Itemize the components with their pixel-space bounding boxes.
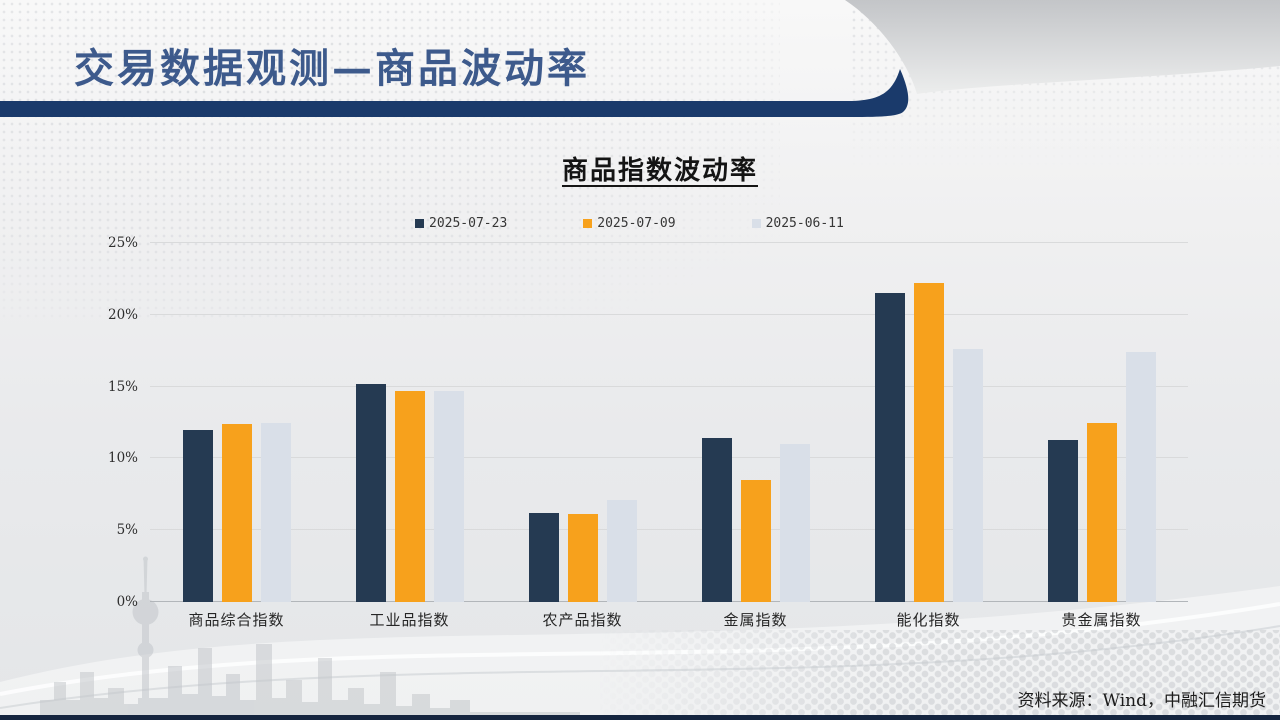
bar bbox=[740, 479, 771, 602]
bar bbox=[701, 438, 732, 602]
header-decoration bbox=[0, 0, 1280, 117]
bar-group bbox=[1015, 243, 1188, 602]
bar bbox=[355, 383, 386, 602]
legend-item: 2025-07-09 bbox=[583, 216, 676, 231]
bar bbox=[221, 423, 252, 602]
y-tick-label: 5% bbox=[116, 522, 138, 539]
legend-item: 2025-06-11 bbox=[751, 216, 844, 231]
legend-swatch-icon bbox=[415, 219, 424, 228]
bar bbox=[1086, 422, 1117, 602]
legend-label: 2025-06-11 bbox=[765, 216, 844, 231]
bar-group bbox=[323, 243, 496, 602]
source-note: 资料来源：Wind，中融汇信期货 bbox=[1017, 691, 1266, 711]
bar bbox=[182, 429, 213, 602]
bar bbox=[606, 500, 637, 602]
legend-label: 2025-07-09 bbox=[597, 216, 676, 231]
bar-group bbox=[496, 243, 669, 602]
bar bbox=[528, 512, 559, 602]
x-axis-label: 商品综合指数 bbox=[188, 611, 285, 629]
chart-legend: 2025-07-23 2025-07-09 2025-06-11 bbox=[415, 216, 844, 231]
bar bbox=[874, 293, 905, 602]
x-axis-label: 农产品指数 bbox=[542, 611, 623, 629]
gray-corner-band bbox=[845, 0, 1280, 94]
legend-swatch-icon bbox=[751, 219, 761, 228]
gridline bbox=[150, 385, 1188, 387]
legend-label: 2025-07-23 bbox=[429, 216, 508, 231]
legend-item: 2025-07-23 bbox=[415, 216, 507, 231]
x-axis-label: 贵金属指数 bbox=[1061, 611, 1142, 629]
bar bbox=[394, 390, 425, 602]
y-tick-label: 15% bbox=[107, 378, 138, 395]
bar bbox=[260, 422, 291, 602]
legend-swatch-icon bbox=[583, 219, 593, 228]
bar-group bbox=[842, 243, 1015, 602]
y-axis-ticks: 0% 5% 10% 15% 20% 25% bbox=[96, 235, 144, 610]
bar-group bbox=[150, 243, 323, 602]
bar bbox=[433, 390, 464, 602]
gridline bbox=[150, 529, 1188, 531]
bar-groups bbox=[150, 243, 1188, 602]
bar bbox=[779, 444, 810, 602]
title-underline-swoosh bbox=[0, 69, 909, 117]
x-axis-label: 能化指数 bbox=[896, 611, 961, 629]
y-tick-label: 20% bbox=[107, 306, 138, 323]
plot-area: 0% 5% 10% 15% 20% 25% 商品综合指数 工业品指数 农产品指数 金属指数 能化指… bbox=[108, 235, 1188, 629]
bar bbox=[913, 283, 944, 602]
x-axis-labels: 商品综合指数 工业品指数 农产品指数 金属指数 能化指数 贵金属指数 bbox=[150, 602, 1188, 630]
gridline bbox=[150, 242, 1188, 243]
gridline bbox=[150, 313, 1188, 315]
x-axis-label: 工业品指数 bbox=[369, 611, 450, 629]
x-axis-label: 金属指数 bbox=[723, 611, 788, 629]
gridline bbox=[150, 457, 1188, 459]
bar bbox=[567, 514, 598, 602]
chart-title: 商品指数波动率 bbox=[561, 156, 758, 186]
gridline bbox=[150, 601, 1188, 602]
page-title: 交易数据观测—商品波动率 bbox=[74, 45, 590, 92]
y-tick-label: 10% bbox=[107, 450, 138, 467]
bar bbox=[1047, 439, 1078, 602]
y-tick-label: 25% bbox=[107, 235, 138, 251]
bar bbox=[1125, 352, 1156, 602]
y-tick-label: 0% bbox=[116, 594, 138, 610]
bar-group bbox=[669, 243, 842, 602]
bottom-accent-strip bbox=[0, 715, 1280, 720]
bar bbox=[952, 349, 983, 602]
